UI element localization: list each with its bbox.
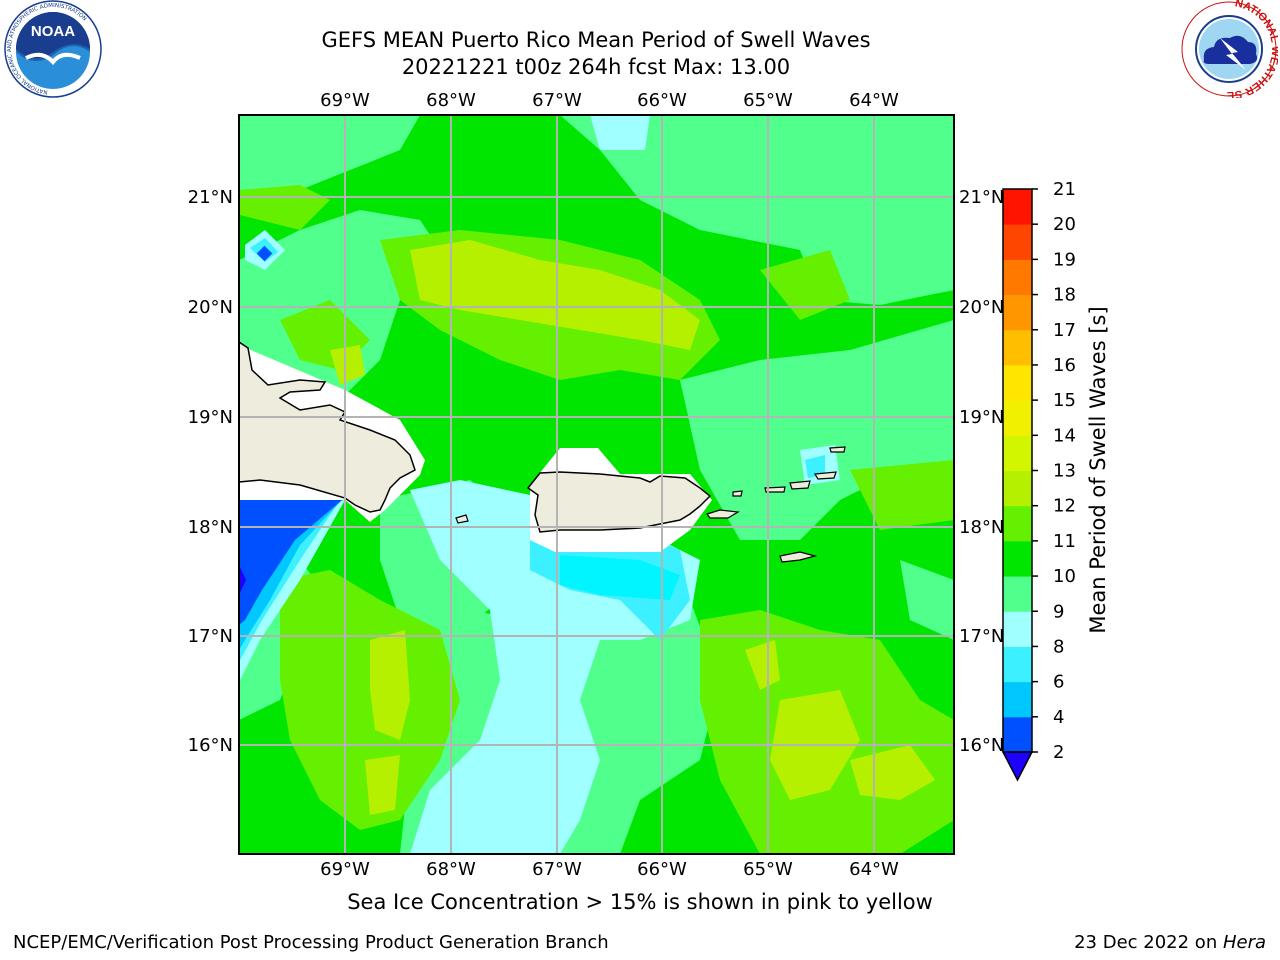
lat-label: 19°N [959, 407, 1004, 428]
lat-label: 18°N [959, 517, 1004, 538]
colorbar-tick-label: 20 [1053, 214, 1076, 235]
lat-label: 21°N [959, 187, 1004, 208]
colorbar-tick-label: 2 [1053, 742, 1064, 763]
map-title: GEFS MEAN Puerto Rico Mean Period of Swe… [321, 28, 871, 52]
colorbar-bin [1003, 329, 1032, 366]
lat-label: 20°N [188, 297, 233, 318]
colorbar-bin [1003, 189, 1032, 225]
footer-date-text: 23 Dec 2022 on [1074, 932, 1223, 953]
colorbar-tick-label: 13 [1053, 461, 1076, 482]
colorbar-tick-label: 12 [1053, 496, 1076, 517]
colorbar-tick-label: 10 [1053, 566, 1076, 587]
lat-label: 17°N [959, 626, 1004, 647]
map-frame [238, 114, 955, 855]
colorbar-bin [1003, 224, 1032, 260]
lat-label: 16°N [188, 735, 233, 756]
swell-period-field [239, 115, 954, 854]
colorbar-bin [1003, 540, 1032, 577]
lon-label: 69°W [320, 859, 370, 880]
lon-label: 68°W [426, 90, 476, 111]
lat-labels-right: 21°N 20°N 19°N 18°N 17°N 16°N [959, 187, 1004, 756]
colorbar-tick-label: 11 [1053, 531, 1076, 552]
colorbar-tick-label: 6 [1053, 672, 1064, 693]
colorbar-tick-label: 19 [1053, 249, 1076, 270]
lon-label: 66°W [637, 859, 687, 880]
colorbar-tick-label: 18 [1053, 285, 1076, 306]
map-subtitle: 20221221 t00z 264h fcst Max: 13.00 [401, 55, 791, 79]
colorbar-bin [1003, 576, 1032, 612]
sea-ice-caption: Sea Ice Concentration > 15% is shown in … [347, 890, 933, 914]
colorbar-tick-label: 14 [1053, 425, 1076, 446]
colorbar-bin [1003, 470, 1032, 507]
colorbar-bin [1003, 259, 1032, 296]
lon-label: 67°W [532, 90, 582, 111]
lon-label: 64°W [849, 90, 899, 111]
footer-credit: NCEP/EMC/Verification Post Processing Pr… [13, 932, 609, 953]
lon-label: 65°W [743, 90, 793, 111]
footer-host: Hera [1222, 932, 1266, 953]
colorbar-bin [1003, 435, 1032, 471]
lon-labels-bottom: 69°W 68°W 67°W 66°W 65°W 64°W [320, 859, 899, 880]
lat-label: 16°N [959, 735, 1004, 756]
colorbar-bin [1003, 505, 1032, 542]
colorbar-tick-label: 8 [1053, 636, 1064, 657]
colorbar-bin [1003, 716, 1032, 753]
footer-date: 23 Dec 2022 on Hera [1074, 932, 1266, 953]
lon-labels-top: 69°W 68°W 67°W 66°W 65°W 64°W [320, 90, 899, 111]
noaa-logo: NOAA NATIONAL OCEANIC AND ATMOSPHERIC AD… [4, 0, 102, 98]
lon-label: 69°W [320, 90, 370, 111]
colorbar-bin [1003, 611, 1032, 647]
colorbar-bin [1003, 294, 1032, 331]
colorbar-tick-label: 21 [1053, 179, 1076, 200]
lon-label: 67°W [532, 859, 582, 880]
lon-label: 64°W [849, 859, 899, 880]
colorbar-bin [1003, 646, 1032, 683]
colorbar-bin [1003, 400, 1032, 436]
colorbar-tick-label: 9 [1053, 601, 1064, 622]
colorbar-bin [1003, 364, 1032, 401]
colorbar-bin [1003, 681, 1032, 718]
lat-label: 17°N [188, 626, 233, 647]
graticule [239, 115, 954, 854]
svg-text:NOAA: NOAA [31, 23, 75, 40]
lat-label: 20°N [959, 297, 1004, 318]
colorbar-tick-label: 15 [1053, 390, 1076, 411]
colorbar: 2 4 6 8 9 10 11 12 13 14 15 16 17 18 19 20 21 Mean Perio… [1001, 179, 1110, 782]
colorbar-tick-label: 17 [1053, 320, 1076, 341]
colorbar-label: Mean Period of Swell Waves [s] [1086, 306, 1110, 633]
lon-label: 68°W [426, 859, 476, 880]
lat-labels-left: 21°N 20°N 19°N 18°N 17°N 16°N [188, 187, 233, 756]
lat-label: 19°N [188, 407, 233, 428]
lon-label: 65°W [743, 859, 793, 880]
nws-logo: NATIONAL WEATHER SERVICE [1180, 0, 1278, 98]
lat-label: 18°N [188, 517, 233, 538]
colorbar-under-arrow [1001, 751, 1034, 782]
lon-label: 66°W [637, 90, 687, 111]
lat-label: 21°N [188, 187, 233, 208]
colorbar-tick-label: 16 [1053, 355, 1076, 376]
colorbar-tick-label: 4 [1053, 707, 1064, 728]
